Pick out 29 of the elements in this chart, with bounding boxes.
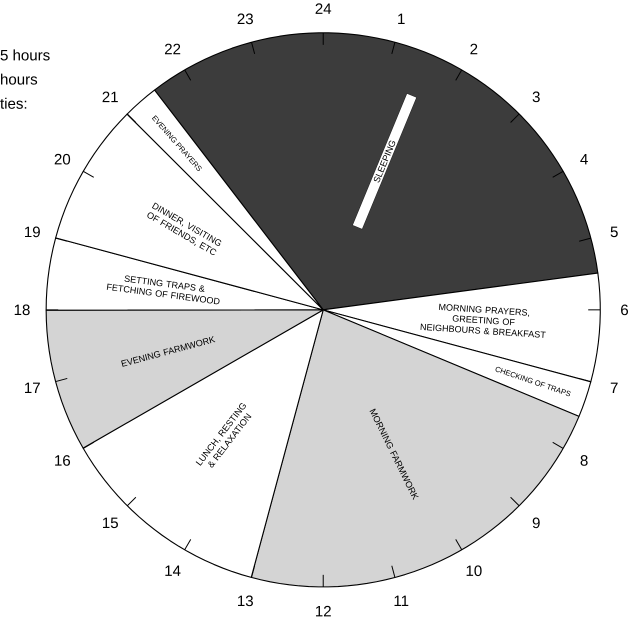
text: 10 — [466, 566, 482, 576]
text: 4 — [580, 154, 588, 165]
text: 17 — [25, 382, 40, 394]
text: 15 — [102, 518, 118, 528]
slice-label: SETTING TRAPS & FETCHING OF FIREWOOD — [106, 276, 220, 304]
text: ties: — [0, 98, 26, 109]
text: hours — [1, 74, 38, 85]
text: 9 — [532, 518, 540, 528]
text: 23 — [238, 14, 253, 24]
text: 21 — [102, 92, 118, 102]
text: 8 — [580, 455, 588, 466]
text: 20 — [54, 154, 70, 165]
text: 3 — [532, 92, 540, 102]
text: 1 — [398, 14, 405, 24]
text: 22 — [164, 44, 180, 54]
text: 12 — [316, 606, 331, 616]
text: 14 — [165, 566, 181, 576]
text: 5 hours — [0, 50, 50, 61]
text: 7 — [610, 382, 618, 394]
text: 18 — [14, 304, 30, 316]
slice-label: MORNING PRAYERS, GREETING OF NEIGHBOURS & BREAKFAST — [420, 304, 546, 338]
text: 6 — [621, 304, 628, 316]
text: 11 — [394, 596, 408, 606]
text: 13 — [238, 596, 253, 606]
text: 2 — [470, 44, 478, 54]
text: 24 — [316, 3, 332, 14]
text: 5 — [610, 226, 618, 238]
text: 16 — [55, 455, 70, 466]
text: 19 — [25, 226, 40, 238]
